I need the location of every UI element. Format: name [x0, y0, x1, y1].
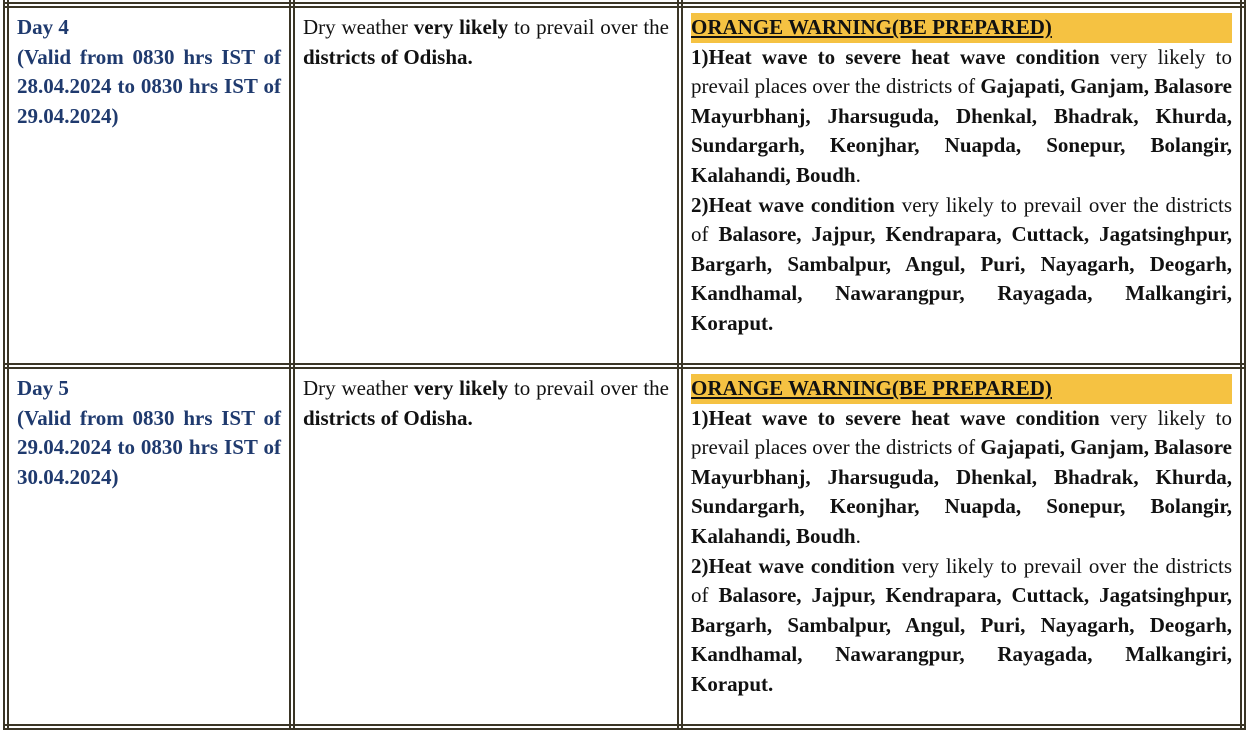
- cell: [289, 0, 683, 8]
- bold-text: districts of Odisha.: [303, 405, 473, 430]
- bold-text: Gajapati, Ganjam, Balasore Mayurbhanj, J…: [691, 74, 1232, 187]
- cell: [677, 0, 1246, 8]
- text: very likely to prevail places over the d…: [691, 405, 1232, 460]
- cell: [3, 0, 295, 8]
- bold-text: very likely: [413, 15, 509, 39]
- forecast-cell: Dry weather very likely to prevail over …: [289, 363, 683, 730]
- bold-text: very likely: [413, 376, 509, 400]
- bold-text: Gajapati, Ganjam, Balasore Mayurbhanj, J…: [691, 435, 1232, 548]
- forecast-text: Dry weather very likely to prevail over …: [303, 13, 669, 72]
- day-cell: Day 5 (Valid from 0830 hrs IST of 29.04.2…: [3, 363, 295, 730]
- text: very likely to prevail places over the d…: [691, 44, 1232, 99]
- text: very likely to prevail over the district…: [691, 553, 1232, 608]
- warning-title-text: ORANGE WARNING(BE PREPARED): [691, 15, 1052, 39]
- warning-paragraph: 1)Heat wave to severe heat wave conditio…: [691, 404, 1232, 552]
- forecast-table: Day 4 (Valid from 0830 hrs IST of 28.04.2…: [3, 0, 1246, 730]
- text: Dry weather: [303, 15, 414, 39]
- bold-text: 2)Heat wave condition: [691, 553, 895, 578]
- text: to prevail over the: [508, 376, 669, 400]
- text: .: [855, 162, 861, 187]
- previous-row: [3, 0, 1246, 8]
- bold-text: 2)Heat wave condition: [691, 192, 895, 217]
- day-label: Day 4: [17, 15, 69, 39]
- table-row-day: Day 5 (Valid from 0830 hrs IST of 29.04.2…: [3, 363, 1246, 730]
- bold-text: Balasore, Jajpur, Kendrapara, Cuttack, J…: [691, 222, 1232, 335]
- text: Dry weather: [303, 376, 414, 400]
- warning-paragraph: 2)Heat wave condition very likely to pre…: [691, 552, 1232, 700]
- bold-text: districts of Odisha.: [303, 44, 473, 69]
- bold-text: Balasore, Jajpur, Kendrapara, Cuttack, J…: [691, 583, 1232, 696]
- text: very likely to prevail over the district…: [691, 192, 1232, 247]
- forecast-text: Dry weather very likely to prevail over …: [303, 374, 669, 433]
- warning-title: ORANGE WARNING(BE PREPARED): [691, 374, 1232, 404]
- warning-cell: ORANGE WARNING(BE PREPARED) 1)Heat wave t…: [677, 2, 1246, 369]
- validity-period: (Valid from 0830 hrs IST of 29.04.2024 t…: [17, 405, 281, 489]
- warning-paragraph: 1)Heat wave to severe heat wave conditio…: [691, 43, 1232, 191]
- warning-paragraph: 2)Heat wave condition very likely to pre…: [691, 191, 1232, 339]
- text: .: [855, 523, 861, 548]
- day-cell: Day 4 (Valid from 0830 hrs IST of 28.04.2…: [3, 2, 295, 369]
- day-label: Day 5: [17, 376, 69, 400]
- table-row-day: Day 4 (Valid from 0830 hrs IST of 28.04.2…: [3, 2, 1246, 369]
- warning-title: ORANGE WARNING(BE PREPARED): [691, 13, 1232, 43]
- text: to prevail over the: [508, 15, 669, 39]
- bold-text: 1)Heat wave to severe heat wave conditio…: [691, 405, 1100, 430]
- validity-period: (Valid from 0830 hrs IST of 28.04.2024 t…: [17, 44, 281, 128]
- forecast-cell: Dry weather very likely to prevail over …: [289, 2, 683, 369]
- warning-title-text: ORANGE WARNING(BE PREPARED): [691, 376, 1052, 400]
- warning-cell: ORANGE WARNING(BE PREPARED) 1)Heat wave t…: [677, 363, 1246, 730]
- bold-text: 1)Heat wave to severe heat wave conditio…: [691, 44, 1100, 69]
